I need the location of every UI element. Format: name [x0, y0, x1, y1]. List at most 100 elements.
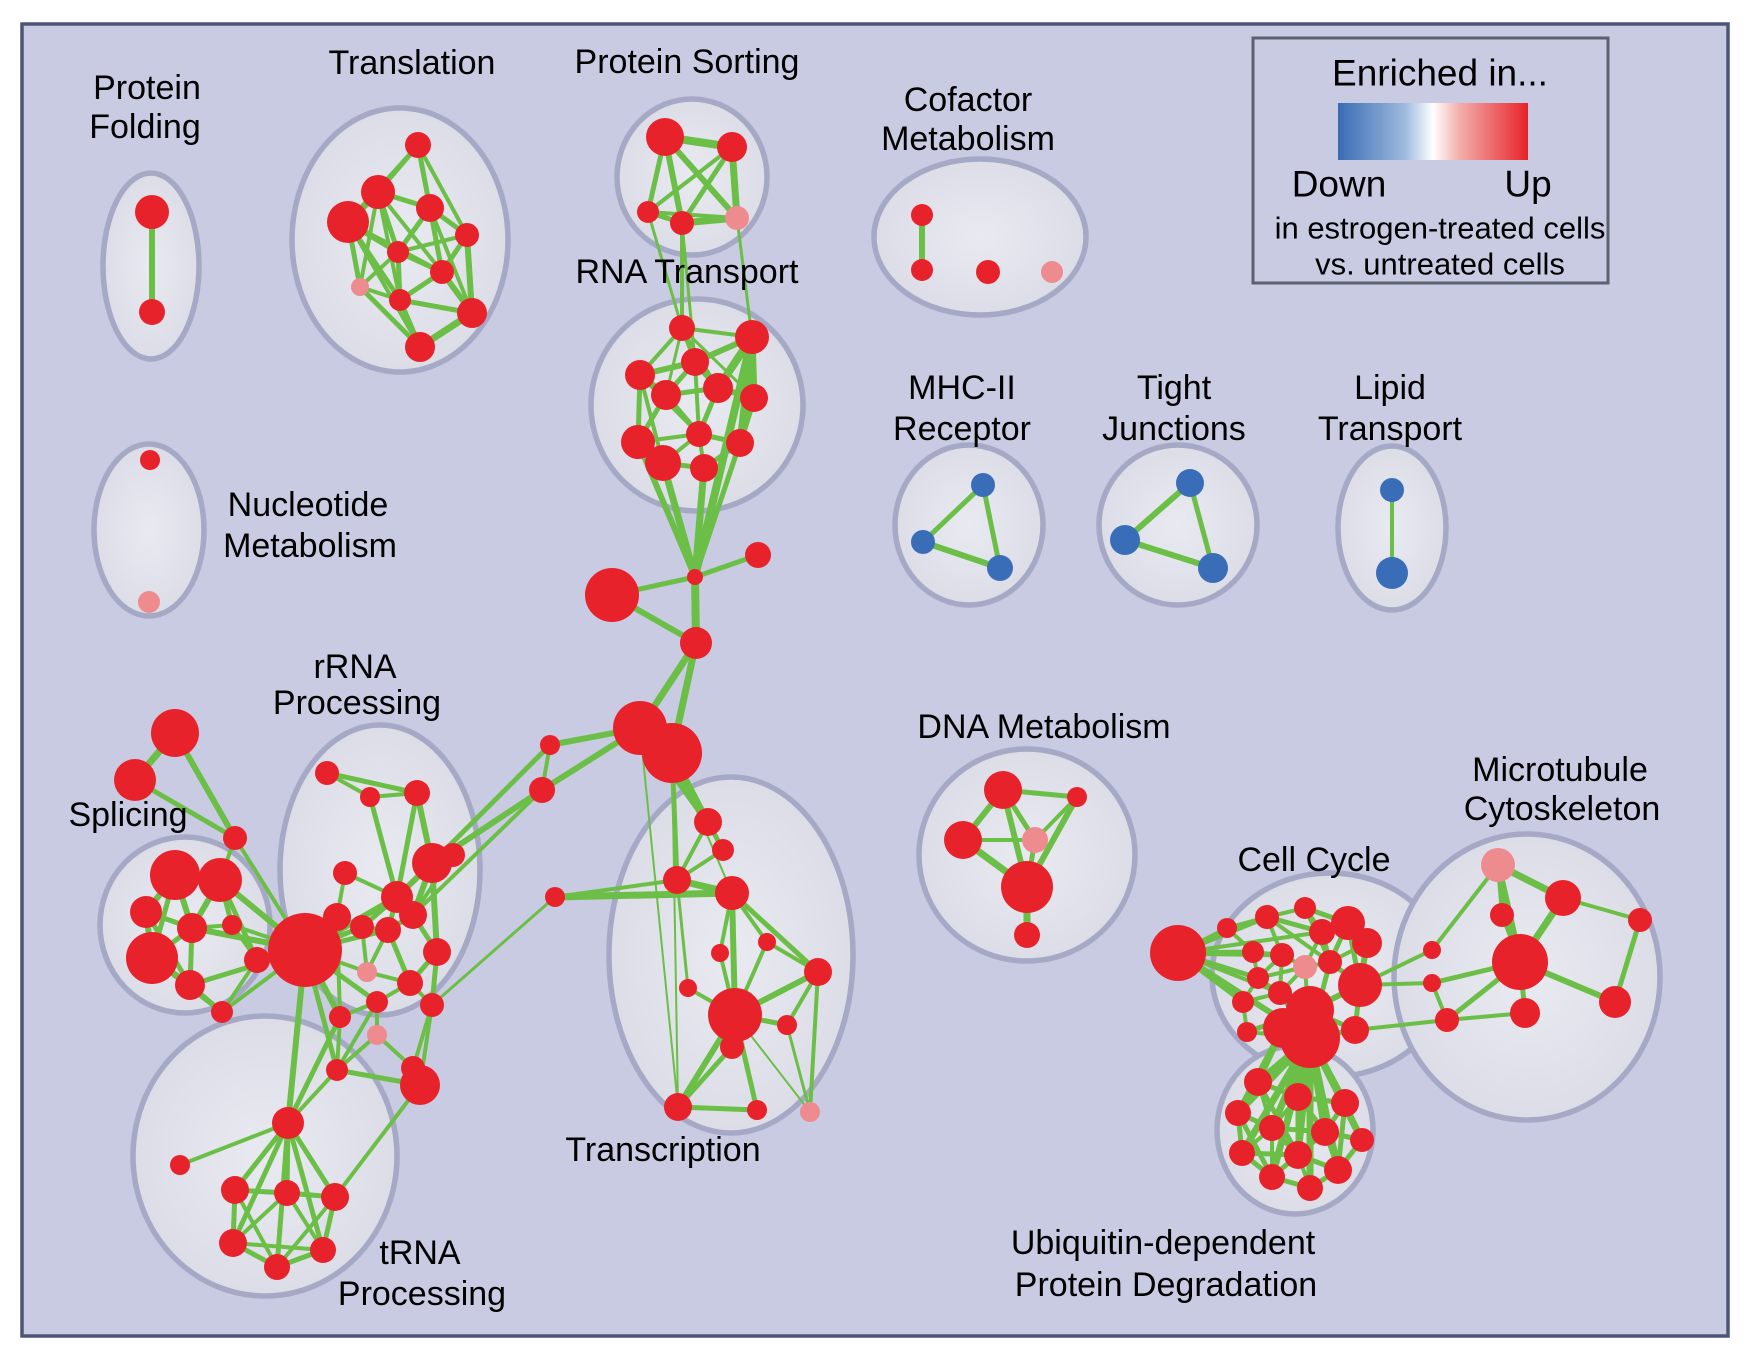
cluster-label-microtubule-cytoskeleton-line2: Cytoskeleton	[1464, 790, 1661, 828]
node-s2	[198, 858, 242, 902]
node-m5	[1599, 986, 1631, 1018]
cluster-ellipse-cofactor-metabolism	[871, 156, 1089, 318]
legend-title: Enriched in...	[1332, 53, 1548, 94]
node-mh3	[987, 555, 1013, 581]
node-cc18	[1217, 918, 1237, 938]
node-tj2	[1110, 525, 1140, 555]
edge-rt11-c1	[659, 459, 699, 581]
node-x10	[777, 1015, 797, 1035]
node-cc6	[1293, 955, 1317, 979]
node-c1	[687, 569, 703, 585]
node-r22	[441, 843, 465, 867]
node-rt3	[681, 348, 709, 376]
node-ub12	[1297, 1175, 1323, 1201]
node-x7	[804, 958, 832, 986]
cluster-label-nucleotide-metabolism-line1: Nucleotide	[228, 486, 389, 524]
edge-tr4-tr7	[275, 1195, 337, 1269]
node-s9	[211, 1001, 233, 1023]
edge-m1-m6	[1430, 863, 1500, 952]
node-c7	[540, 735, 560, 755]
node-m4	[1492, 934, 1548, 990]
node-tr6	[310, 1237, 336, 1263]
node-cc12	[1318, 950, 1342, 974]
node-ps5	[725, 206, 749, 230]
node-n1	[140, 450, 160, 470]
node-m10	[1510, 998, 1540, 1028]
node-ub11	[1324, 1156, 1352, 1184]
node-cc10	[1268, 981, 1292, 1005]
cluster-label-splicing-line1: Splicing	[68, 796, 187, 834]
node-s5	[222, 915, 242, 935]
node-r14	[397, 970, 423, 996]
legend-frame	[1251, 36, 1610, 285]
node-r2	[360, 787, 380, 807]
node-mh2	[911, 530, 935, 554]
node-rt10	[726, 429, 754, 457]
cluster-label-ubiquitin-degradation-line1: Ubiquitin-dependent	[1011, 1224, 1316, 1262]
node-x3	[663, 866, 691, 894]
edge-rt7-c1	[693, 396, 756, 579]
cluster-label-mhc-ii-receptor-line2: Receptor	[893, 410, 1031, 448]
node-s8	[244, 947, 270, 973]
node-ub10	[1259, 1164, 1285, 1190]
edge-x10-x14	[785, 1023, 812, 1114]
node-ps3	[637, 201, 659, 223]
cluster-label-protein-folding-line1: Protein	[93, 69, 201, 107]
cluster-label-rrna-processing-line1: rRNA	[313, 648, 396, 686]
node-cc11	[1232, 991, 1254, 1013]
node-t11	[405, 332, 435, 362]
node-cc0	[1150, 925, 1206, 981]
edge-rt2-c1	[691, 333, 756, 581]
node-tj1	[1176, 469, 1204, 497]
edge-r1-r3	[324, 770, 420, 796]
cluster-label-lipid-transport-line2: Transport	[1318, 410, 1463, 448]
cluster-label-nucleotide-metabolism-line2: Metabolism	[223, 527, 397, 565]
edge-t1-t5	[416, 143, 469, 237]
node-rt2	[735, 320, 769, 354]
node-r21	[400, 1065, 440, 1105]
cluster-label-cofactor-metabolism-line2: Metabolism	[881, 120, 1055, 158]
node-ps4	[670, 211, 694, 235]
node-ub1	[1244, 1068, 1272, 1096]
node-t2	[361, 175, 395, 209]
node-r12	[357, 962, 377, 982]
node-tr2	[221, 1176, 249, 1204]
node-r19	[326, 1059, 348, 1081]
node-cc1	[1255, 905, 1279, 929]
cluster-label-cell-cycle-line1: Cell Cycle	[1237, 841, 1390, 879]
legend-up-label: Up	[1504, 164, 1551, 205]
node-t9	[389, 289, 411, 311]
edge-r15-r19	[335, 1000, 379, 1072]
node-ub9	[1284, 1141, 1312, 1169]
node-s7	[175, 970, 205, 1000]
cluster-label-trna-processing-line1: tRNA	[379, 1234, 461, 1272]
edge-ps2-ps3	[646, 145, 734, 214]
cluster-label-rrna-processing-line2: Processing	[273, 684, 441, 722]
node-x2	[712, 839, 734, 861]
node-cc8	[1270, 943, 1294, 967]
node-t1	[405, 132, 431, 158]
node-cf1	[911, 204, 933, 226]
node-tr3	[274, 1180, 300, 1206]
node-r13	[423, 938, 451, 966]
node-cc9	[1247, 967, 1269, 989]
edge-tj2-tj3	[1122, 537, 1216, 571]
node-x1	[694, 808, 722, 836]
node-x12	[664, 1093, 692, 1121]
node-s6	[126, 932, 178, 984]
node-m8	[1435, 1008, 1459, 1032]
edge-tr0-r16	[285, 1014, 343, 1126]
edge-cc1-cc12	[1265, 915, 1332, 964]
node-u2	[114, 759, 156, 801]
nodes-layer	[114, 118, 1652, 1280]
node-cc7	[1242, 941, 1264, 963]
edge-tr5-tr6	[231, 1241, 325, 1252]
node-s1	[150, 850, 200, 900]
node-tr5	[219, 1229, 247, 1257]
node-r9	[350, 915, 374, 939]
node-t7	[430, 260, 454, 284]
cluster-label-dna-metabolism-line1: DNA Metabolism	[917, 708, 1170, 746]
node-u1	[151, 709, 199, 757]
cluster-ellipse-nucleotide-metabolism	[91, 441, 207, 619]
